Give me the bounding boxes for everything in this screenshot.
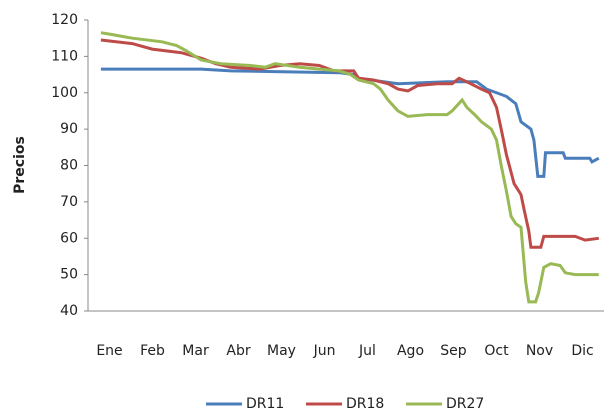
x-tick-label: Nov <box>526 343 553 359</box>
y-tick-label: 70 <box>60 194 78 210</box>
x-tick-label: Feb <box>140 343 165 359</box>
x-tick-label: Jun <box>313 343 336 359</box>
x-tick-label: May <box>267 343 296 359</box>
y-axis-label: Precios <box>12 136 28 194</box>
line-series <box>100 67 600 178</box>
x-tick-label: Jul <box>358 343 376 359</box>
y-tick-label: 100 <box>51 85 78 101</box>
legend-label: DR11 <box>246 396 284 412</box>
y-tick-label: 90 <box>60 121 78 137</box>
y-tick-label: 40 <box>60 303 78 319</box>
x-tick-label: Abr <box>226 343 250 359</box>
x-tick-label: Oct <box>484 343 509 359</box>
y-tick-label: 80 <box>60 158 78 174</box>
y-tick-label: 50 <box>60 267 78 283</box>
legend-label: DR27 <box>446 396 484 412</box>
y-tick-label: 60 <box>60 230 78 246</box>
line-series <box>100 38 599 249</box>
x-tick-label: Ago <box>397 343 424 359</box>
line-series <box>100 31 599 304</box>
x-tick-label: Dic <box>571 343 593 359</box>
y-tick-label: 110 <box>51 48 78 64</box>
x-tick-label: Mar <box>182 343 209 359</box>
y-tick-label: 120 <box>51 12 78 28</box>
legend-label: DR18 <box>346 396 384 412</box>
x-tick-label: Sep <box>440 343 467 359</box>
x-tick-label: Ene <box>96 343 122 359</box>
